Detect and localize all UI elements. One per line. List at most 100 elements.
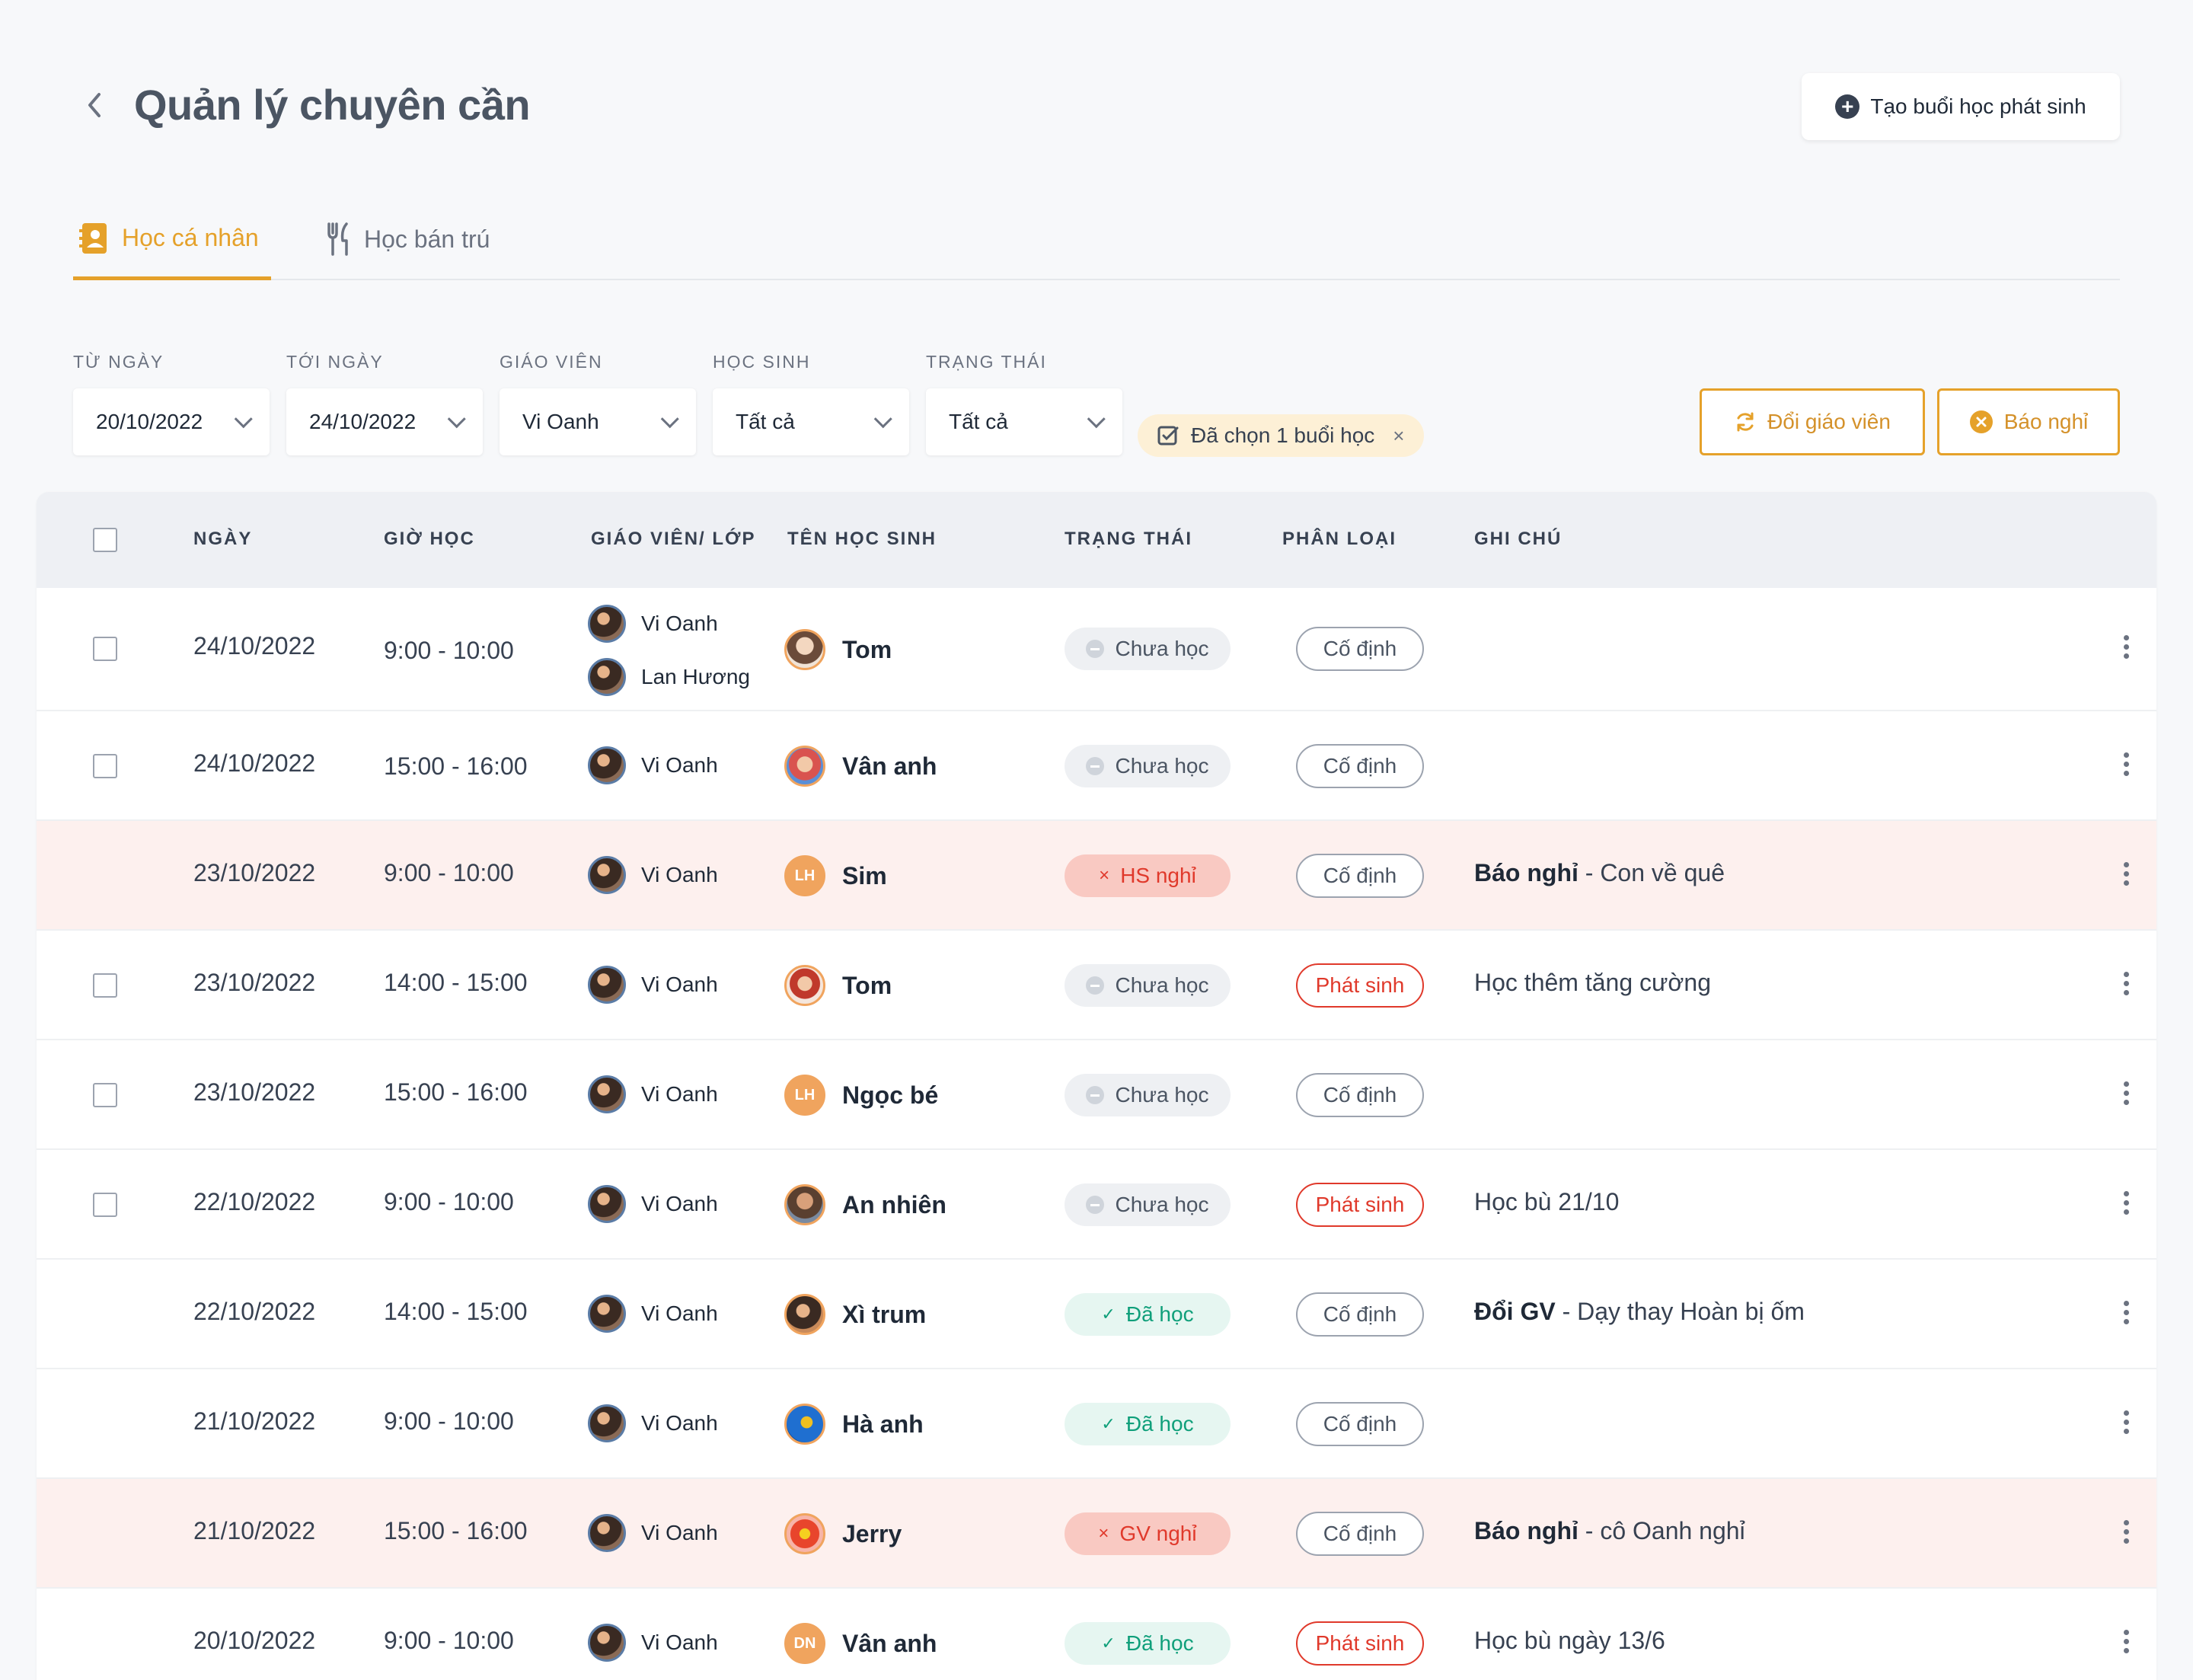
- to-date-value: 24/10/2022: [309, 410, 417, 433]
- tab-individual-label: Học cá nhân: [122, 224, 259, 251]
- row-student: Vân anh: [784, 746, 937, 787]
- teacher-avatar: [588, 856, 626, 894]
- kind-badge: Cố định: [1296, 1073, 1424, 1117]
- row-time: 15:00 - 16:00: [384, 1517, 528, 1544]
- header-note: GHI CHÚ: [1474, 529, 1563, 549]
- tab-individual[interactable]: Học cá nhân: [73, 200, 271, 280]
- back-button[interactable]: [79, 85, 110, 125]
- status-badge: Chưa học: [1065, 745, 1231, 787]
- from-date-label: TỪ NGÀY: [73, 352, 164, 372]
- table-row[interactable]: 21/10/2022 9:00 - 10:00 Vi Oanh Hà anh ✓…: [37, 1369, 2156, 1479]
- status-badge: Chưa học: [1065, 628, 1231, 670]
- row-date: 22/10/2022: [193, 1188, 316, 1215]
- row-teacher: Vi Oanh: [588, 1295, 718, 1333]
- more-options-icon[interactable]: [2121, 1520, 2131, 1544]
- row-note: Báo nghỉ - cô Oanh nghỉ: [1474, 1517, 1745, 1545]
- note-text: - Con về quê: [1578, 859, 1725, 886]
- table-row[interactable]: 23/10/2022 9:00 - 10:00 Vi Oanh LH Sim ×…: [37, 821, 2156, 931]
- clear-selection-icon[interactable]: ×: [1393, 423, 1405, 447]
- table-row[interactable]: 22/10/2022 9:00 - 10:00 Vi Oanh An nhiên…: [37, 1150, 2156, 1260]
- table-row[interactable]: 24/10/2022 15:00 - 16:00 Vi Oanh Vân anh…: [37, 711, 2156, 821]
- kind-badge: Cố định: [1296, 1512, 1424, 1556]
- chevron-left-icon: [88, 93, 101, 117]
- status-select[interactable]: Tất cả: [926, 388, 1122, 455]
- change-teacher-button[interactable]: Đổi giáo viên: [1700, 388, 1925, 455]
- row-time: 14:00 - 15:00: [384, 969, 528, 996]
- student-name: Vân anh: [842, 1629, 937, 1657]
- student-avatar: LH: [784, 855, 825, 896]
- header-kind: PHÂN LOẠI: [1282, 529, 1397, 549]
- select-all-checkbox[interactable]: [93, 528, 117, 552]
- to-date-select[interactable]: 24/10/2022: [286, 388, 483, 455]
- row-checkbox[interactable]: [93, 1193, 117, 1217]
- table-row[interactable]: 23/10/2022 15:00 - 16:00 Vi Oanh LH Ngọc…: [37, 1040, 2156, 1150]
- row-time: 9:00 - 10:00: [384, 1407, 514, 1435]
- teacher-avatar: [588, 1514, 626, 1552]
- table-row[interactable]: 21/10/2022 15:00 - 16:00 Vi Oanh Jerry ×…: [37, 1479, 2156, 1589]
- attendance-table: NGÀY GIỜ HỌC GIÁO VIÊN/ LỚP TÊN HỌC SINH…: [37, 492, 2156, 1680]
- status-badge: Chưa học: [1065, 964, 1231, 1007]
- more-options-icon[interactable]: [2121, 1301, 2131, 1324]
- table-row[interactable]: 24/10/2022 9:00 - 10:00 Vi Oanh Lan Hươn…: [37, 588, 2156, 711]
- create-extra-session-button[interactable]: + Tạo buổi học phát sinh: [1802, 73, 2120, 140]
- report-absence-button[interactable]: Báo nghỉ: [1937, 388, 2120, 455]
- header-teacher: GIÁO VIÊN/ LỚP: [591, 529, 756, 549]
- row-student: Xì trum: [784, 1294, 926, 1335]
- close-circle-icon: [1969, 410, 1993, 433]
- teacher-name: Vi Oanh: [641, 612, 718, 635]
- tab-boarding[interactable]: Học bán trú: [326, 200, 490, 279]
- student-avatar: [784, 746, 825, 787]
- chevron-down-icon: [873, 409, 892, 428]
- more-options-icon[interactable]: [2121, 635, 2131, 659]
- teacher-name: Vi Oanh: [641, 1082, 718, 1106]
- row-checkbox[interactable]: [93, 637, 117, 661]
- report-absence-label: Báo nghỉ: [2003, 410, 2089, 433]
- row-student: DN Vân anh: [784, 1623, 937, 1664]
- row-student: Tom: [784, 965, 892, 1006]
- more-options-icon[interactable]: [2121, 862, 2131, 886]
- fork-knife-icon: [327, 222, 348, 256]
- row-note: Học bù ngày 13/6: [1474, 1627, 1665, 1654]
- teacher-name: Vi Oanh: [641, 1521, 718, 1544]
- more-options-icon[interactable]: [2121, 752, 2131, 776]
- row-checkbox[interactable]: [93, 973, 117, 998]
- status-label: Chưa học: [1115, 637, 1209, 660]
- row-time: 9:00 - 10:00: [384, 637, 514, 664]
- from-date-select[interactable]: 20/10/2022: [73, 388, 270, 455]
- row-checkbox[interactable]: [93, 1083, 117, 1107]
- contact-book-icon: [79, 222, 107, 254]
- table-row[interactable]: 20/10/2022 9:00 - 10:00 Vi Oanh DN Vân a…: [37, 1589, 2156, 1680]
- student-avatar: [784, 965, 825, 1006]
- student-name: Vân anh: [842, 752, 937, 780]
- status-label: HS nghỉ: [1120, 864, 1196, 887]
- teacher-avatar: [588, 966, 626, 1004]
- close-icon: ×: [1099, 865, 1110, 886]
- more-options-icon[interactable]: [2121, 1410, 2131, 1434]
- more-options-icon[interactable]: [2121, 1081, 2131, 1105]
- header-time: GIỜ HỌC: [384, 529, 475, 549]
- header-student: TÊN HỌC SINH: [787, 529, 937, 549]
- status-label: Đã học: [1125, 1412, 1194, 1436]
- row-teacher: Vi Oanh: [588, 746, 718, 784]
- more-options-icon[interactable]: [2121, 1630, 2131, 1653]
- more-options-icon[interactable]: [2121, 1191, 2131, 1215]
- selected-sessions-chip: Đã chọn 1 buổi học ×: [1138, 414, 1425, 457]
- row-teacher: Vi Oanh: [588, 966, 718, 1004]
- row-checkbox[interactable]: [93, 754, 117, 778]
- kind-badge: Cố định: [1296, 744, 1424, 788]
- check-icon: ✓: [1101, 1634, 1116, 1653]
- table-row[interactable]: 22/10/2022 14:00 - 15:00 Vi Oanh Xì trum…: [37, 1260, 2156, 1369]
- student-name: Xì trum: [842, 1300, 927, 1328]
- row-time: 9:00 - 10:00: [384, 1627, 514, 1654]
- teacher-name: Vi Oanh: [641, 1302, 718, 1325]
- more-options-icon[interactable]: [2121, 972, 2131, 995]
- row-date: 24/10/2022: [193, 632, 316, 660]
- close-icon: ×: [1098, 1523, 1109, 1544]
- teacher-select[interactable]: Vi Oanh: [500, 388, 696, 455]
- header-status: TRẠNG THÁI: [1065, 529, 1192, 549]
- student-select[interactable]: Tất cả: [713, 388, 909, 455]
- student-avatar: [784, 1294, 825, 1335]
- row-note: Đổi GV - Dạy thay Hoàn bị ốm: [1474, 1298, 1805, 1326]
- table-row[interactable]: 23/10/2022 14:00 - 15:00 Vi Oanh Tom Chư…: [37, 931, 2156, 1040]
- teacher-name: Vi Oanh: [641, 1630, 718, 1654]
